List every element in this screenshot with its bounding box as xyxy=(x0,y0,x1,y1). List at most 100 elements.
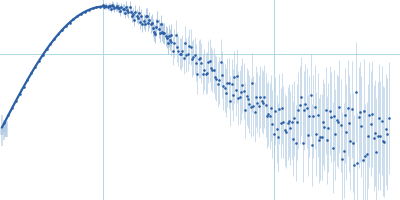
Point xyxy=(230,93,236,97)
Point xyxy=(180,56,187,59)
Point xyxy=(110,4,116,7)
Point xyxy=(316,139,322,142)
Point xyxy=(189,58,195,61)
Point xyxy=(380,140,386,143)
Point xyxy=(294,120,300,124)
Point xyxy=(131,18,138,21)
Point xyxy=(125,10,132,14)
Point xyxy=(145,22,151,25)
Point xyxy=(172,33,179,36)
Point xyxy=(273,128,280,131)
Point xyxy=(276,107,282,111)
Point xyxy=(334,119,340,122)
Point xyxy=(20,85,27,88)
Point xyxy=(256,104,262,107)
Point xyxy=(167,38,174,41)
Point xyxy=(97,5,104,8)
Point xyxy=(174,45,180,49)
Point xyxy=(355,116,362,119)
Point xyxy=(291,117,298,120)
Point xyxy=(187,45,194,49)
Point xyxy=(242,108,248,112)
Point xyxy=(106,5,112,8)
Point xyxy=(327,109,333,112)
Point xyxy=(210,69,217,72)
Point xyxy=(304,106,310,109)
Point xyxy=(59,29,65,32)
Point xyxy=(212,75,218,79)
Point xyxy=(133,14,140,18)
Point xyxy=(351,163,358,166)
Point xyxy=(78,12,84,15)
Point xyxy=(194,73,200,76)
Point xyxy=(269,122,276,126)
Point xyxy=(325,126,332,129)
Point xyxy=(248,106,254,109)
Point xyxy=(112,6,119,9)
Point xyxy=(224,81,231,84)
Point xyxy=(352,90,359,94)
Point xyxy=(150,26,156,30)
Point xyxy=(178,53,184,56)
Point xyxy=(227,99,233,103)
Point xyxy=(55,33,61,36)
Point xyxy=(137,20,143,23)
Point xyxy=(40,53,46,57)
Point xyxy=(146,19,152,22)
Point xyxy=(183,53,190,56)
Point xyxy=(279,107,285,110)
Point xyxy=(152,32,158,35)
Point xyxy=(287,127,294,130)
Point xyxy=(82,10,88,13)
Point xyxy=(156,27,162,30)
Point xyxy=(103,4,110,7)
Point xyxy=(124,9,130,12)
Point xyxy=(108,7,114,11)
Point xyxy=(360,158,366,161)
Point xyxy=(374,134,381,138)
Point xyxy=(90,7,96,10)
Point xyxy=(226,82,232,85)
Point xyxy=(234,74,240,78)
Point xyxy=(114,5,120,8)
Point xyxy=(357,110,363,114)
Point xyxy=(107,5,113,8)
Point xyxy=(219,73,225,76)
Point xyxy=(344,107,351,110)
Point xyxy=(122,11,128,14)
Point xyxy=(275,136,281,139)
Point xyxy=(208,67,214,70)
Point xyxy=(102,5,108,8)
Point xyxy=(209,69,216,72)
Point xyxy=(290,137,296,140)
Point xyxy=(318,136,325,139)
Point xyxy=(260,101,266,104)
Point xyxy=(9,106,15,110)
Point xyxy=(253,95,259,98)
Point xyxy=(44,48,50,51)
Point xyxy=(381,140,388,143)
Point xyxy=(28,72,34,75)
Point xyxy=(346,122,352,125)
Point xyxy=(100,3,106,6)
Point xyxy=(342,114,348,117)
Point xyxy=(222,87,228,90)
Point xyxy=(313,133,319,136)
Point xyxy=(13,99,19,102)
Point xyxy=(148,21,155,24)
Point xyxy=(232,88,239,92)
Point xyxy=(257,95,263,98)
Point xyxy=(157,31,163,34)
Point xyxy=(312,105,318,108)
Point xyxy=(24,78,31,82)
Point xyxy=(258,99,265,102)
Point xyxy=(241,89,247,93)
Point xyxy=(142,22,148,25)
Point xyxy=(366,113,373,116)
Point xyxy=(286,119,292,122)
Point xyxy=(206,59,213,62)
Point xyxy=(261,95,268,98)
Point xyxy=(182,41,188,45)
Point xyxy=(159,30,165,33)
Point xyxy=(153,25,160,28)
